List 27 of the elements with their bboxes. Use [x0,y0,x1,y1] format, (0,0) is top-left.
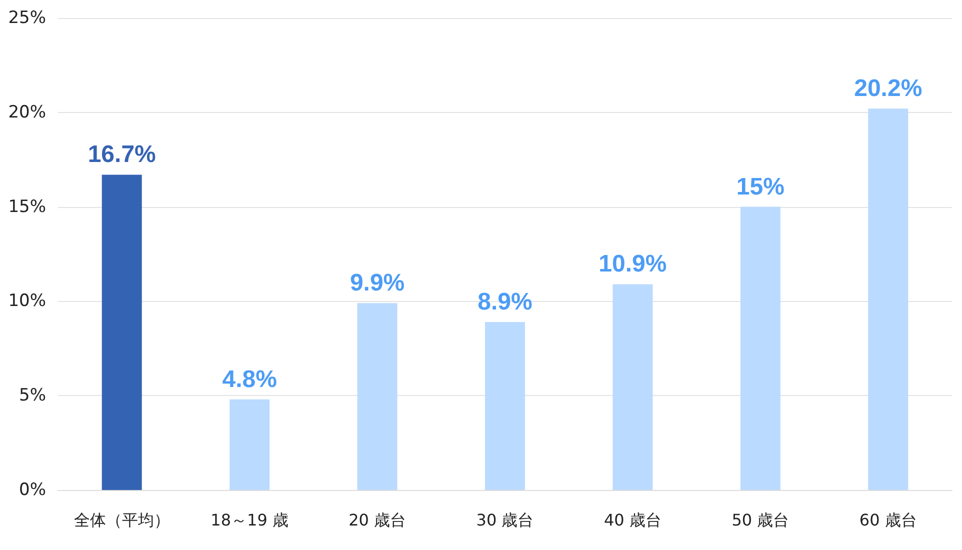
bar [485,322,525,490]
y-tick-label: 25% [8,8,46,28]
data-label: 16.7% [88,141,156,168]
x-tick-label: 40 歳台 [604,510,662,530]
data-label: 8.9% [478,288,532,316]
y-tick-label: 5% [19,386,46,406]
data-label: 10.9% [598,250,667,278]
bar [357,303,398,490]
bar [230,399,270,490]
x-tick-label: 50 歳台 [732,510,790,530]
data-label: 4.8% [222,366,277,393]
x-tick-label: 60 歳台 [859,510,917,530]
data-label: 20.2% [854,75,922,102]
data-label: 9.9% [350,270,405,297]
x-tick-label: 20 歳台 [348,510,406,530]
bar [612,284,653,490]
x-tick-label: 30 歳台 [476,510,534,530]
y-tick-label: 20% [8,102,46,122]
y-tick-label: 15% [8,196,46,217]
bar [102,174,142,490]
bar [740,206,780,490]
bar [868,108,908,490]
x-tick-label: 全体（平均） [74,510,170,530]
data-label: 15% [736,173,784,200]
y-tick-label: 0% [19,480,46,500]
x-tick-label: 18～19 歳 [210,510,288,530]
y-tick-label: 10% [8,291,46,312]
